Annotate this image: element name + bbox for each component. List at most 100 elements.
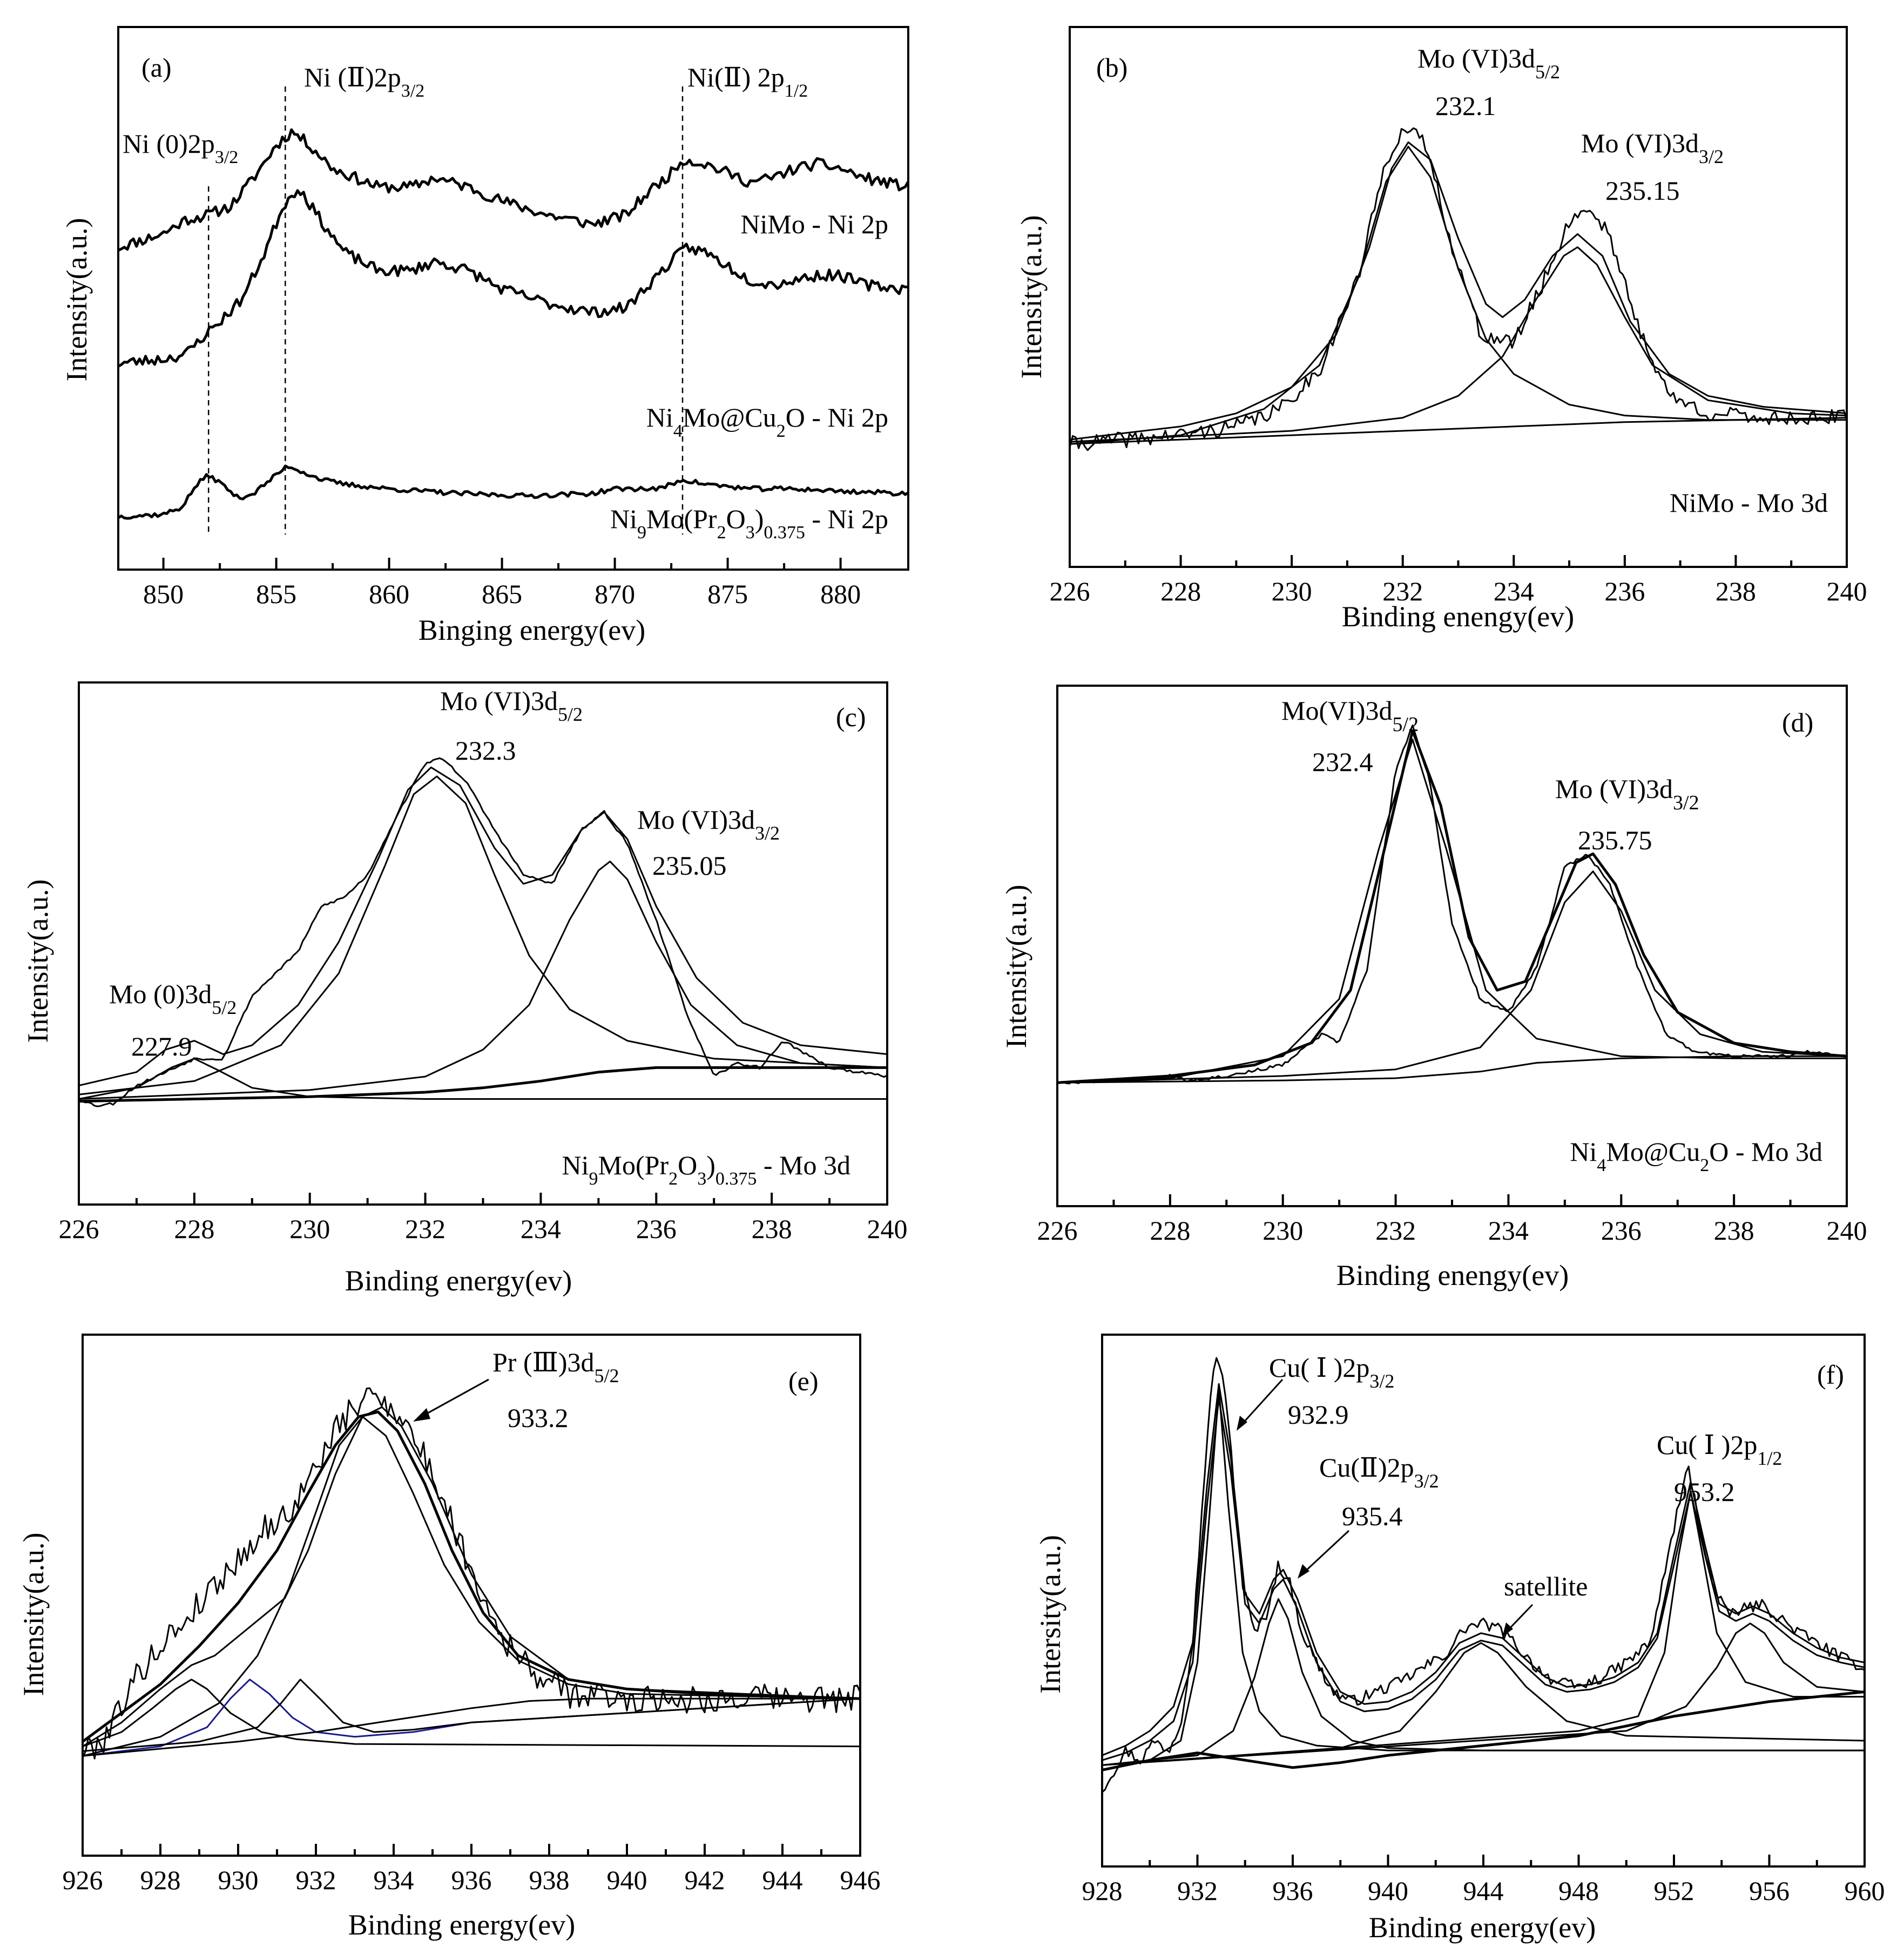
x-tick-label: 940 <box>607 1865 647 1895</box>
x-ticks: 226 228 230 232 234 236 238 240 <box>1037 1194 1867 1246</box>
x-ticks: 928 932 936 940 944 948 952 956 960 <box>1082 1855 1885 1906</box>
annotation-value-235-05: 235.05 <box>652 850 727 881</box>
plot-frame <box>1056 685 1848 1207</box>
annotation-arrow <box>413 1378 489 1422</box>
x-tick-label: 944 <box>762 1865 803 1895</box>
annotation-value-232-1: 232.1 <box>1435 91 1496 121</box>
series-group <box>1057 725 1847 1085</box>
annotation-ni2-2p12: Ni(Ⅱ) 2p1/2 <box>687 62 808 101</box>
y-axis-label: Intensity(a.u.) <box>1015 215 1048 379</box>
series-peak-930-3 <box>82 1679 861 1757</box>
series-raw <box>78 757 888 1107</box>
x-tick-label: 232 <box>1382 576 1423 606</box>
series-peak-mo-vi-3d3-2 <box>1069 246 1847 443</box>
series-peak-cu-i-2p1-2 <box>1102 1490 1865 1766</box>
x-tick-label: 228 <box>174 1214 214 1244</box>
panel-label: (e) <box>788 1366 819 1396</box>
x-tick-label: 942 <box>685 1865 725 1895</box>
annotation-value-935-4: 935.4 <box>1342 1501 1403 1531</box>
y-axis-label: Intensity(a.u.) <box>22 880 54 1043</box>
x-axis-label: Binging energy(ev) <box>418 614 645 646</box>
x-tick-label: 860 <box>369 579 409 609</box>
x-tick-label: 940 <box>1368 1876 1408 1906</box>
annotation-mo6-3d52: Mo (VI)3d5/2 <box>440 686 583 725</box>
annotation-cu2-2p32: Cu(Ⅱ)2p3/2 <box>1319 1452 1439 1492</box>
series-nimo-ni-2p <box>117 128 910 252</box>
series-envelope <box>1102 1383 1865 1756</box>
annotation-value-227-9: 227.9 <box>131 1031 192 1061</box>
panel-b: 226 228 230 232 234 236 238 240 (b) Binding ene… <box>1015 26 1867 633</box>
series-background <box>1069 417 1847 445</box>
series-label-ni4mo-cu2o: Ni4Mo@Cu2O - Ni 2p <box>646 402 888 441</box>
x-tick-label: 928 <box>140 1865 181 1895</box>
series-envelope <box>78 766 888 1087</box>
x-tick-label: 238 <box>1716 576 1756 606</box>
plot-frame <box>82 1334 861 1857</box>
x-tick-label: 236 <box>1604 576 1645 606</box>
annotation-ni2-2p32: Ni (Ⅱ)2p3/2 <box>304 62 424 101</box>
series-envelope <box>82 1410 861 1743</box>
annotation-arrow-935-4 <box>1298 1530 1350 1579</box>
x-tick-label: 240 <box>1827 1215 1867 1246</box>
series-label: Ni4Mo@Cu2O - Mo 3d <box>1570 1137 1822 1175</box>
x-tick-label: 952 <box>1654 1876 1694 1906</box>
x-ticks: 926 928 930 932 934 936 938 940 942 944 946 <box>63 1844 881 1895</box>
x-tick-label: 926 <box>63 1865 103 1895</box>
x-tick-label: 234 <box>1494 576 1534 606</box>
annotation-value-932-9: 932.9 <box>1288 1399 1349 1430</box>
x-tick-label: 230 <box>1272 576 1312 606</box>
reference-lines <box>207 86 684 535</box>
x-tick-label: 936 <box>1273 1876 1313 1906</box>
annotation-value-953-2: 953.2 <box>1674 1477 1735 1507</box>
series-label: NiMo - Mo 3d <box>1670 488 1828 518</box>
y-axis-label: Intensity(a.u.) <box>17 1533 50 1696</box>
plot-frame <box>117 26 909 571</box>
panel-label: (d) <box>1782 707 1813 738</box>
series-peak-mo-0-3d5-2 <box>78 1058 887 1100</box>
x-tick-label: 238 <box>752 1214 792 1244</box>
annotation-mo6-3d32: Mo (VI)3d3/2 <box>1555 774 1699 814</box>
x-tick-label: 948 <box>1558 1876 1599 1906</box>
series-background <box>82 1697 860 1757</box>
panel-e: 926 928 930 932 934 936 938 940 942 944 946 (e) Bi… <box>17 1334 881 1941</box>
annotation-value-232-4: 232.4 <box>1312 747 1373 777</box>
annotation-pr3-3d52: Pr (Ⅲ)3d5/2 <box>492 1347 619 1386</box>
y-axis-label: Intensity(a.u.) <box>1000 885 1032 1049</box>
series-peak-931-6 <box>82 1679 861 1752</box>
series-label-ni9mo-pr2o3: Ni9Mo(Pr2O3)0.375 - Ni 2p <box>610 504 888 543</box>
panel-label: (c) <box>836 702 866 732</box>
x-tick-label: 850 <box>143 579 184 609</box>
annotation-satellite: satellite <box>1504 1571 1588 1601</box>
series-group <box>1069 127 1848 451</box>
x-tick-label: 236 <box>1601 1215 1642 1246</box>
series-raw <box>1057 725 1847 1085</box>
series-peak-cu-i-2p3-2 <box>1102 1388 1865 1771</box>
series-ni9mo-pr2o3-0-375-ni-2p <box>117 464 909 520</box>
annotation-mo0-3d52: Mo (0)3d5/2 <box>109 979 237 1018</box>
panel-label: (b) <box>1096 52 1127 83</box>
annotation-cu1-2p12: Cu( Ⅰ )2p1/2 <box>1657 1430 1782 1469</box>
series-group <box>78 757 888 1107</box>
x-ticks: 850 855 860 865 870 875 880 <box>143 558 861 609</box>
panel-a: 850 855 860 865 870 875 880 (a) Binging energy… <box>60 26 910 646</box>
x-axis-label: Binding enengy(ev) <box>1342 600 1574 633</box>
series-peak-satellite <box>1102 1642 1865 1766</box>
series-peak-mo-vi-3d5-2 <box>78 775 888 1095</box>
x-tick-label: 870 <box>595 579 635 609</box>
series-peak-mo-vi-3d5-2 <box>1069 146 1847 445</box>
annotation-mo6-3d32: Mo (VI)3d3/2 <box>637 804 780 844</box>
x-axis-label: Binding energy(ev) <box>345 1264 572 1297</box>
annotation-mo6-3d52: Mo (VI)3d5/2 <box>1417 43 1560 83</box>
series-group <box>82 1387 861 1760</box>
x-tick-label: 930 <box>218 1865 259 1895</box>
x-tick-label: 228 <box>1150 1215 1190 1246</box>
x-tick-label: 236 <box>636 1214 677 1244</box>
x-tick-label: 232 <box>1375 1215 1416 1246</box>
x-ticks: 226 228 230 232 234 236 238 240 <box>1050 555 1867 606</box>
x-tick-label: 944 <box>1463 1876 1504 1906</box>
x-axis-label: Binding enengy(ev) <box>1336 1259 1569 1291</box>
x-tick-label: 234 <box>521 1214 561 1244</box>
x-tick-label: 234 <box>1488 1215 1529 1246</box>
series-label: Ni9Mo(Pr2O3)0.375 - Mo 3d <box>562 1150 850 1189</box>
